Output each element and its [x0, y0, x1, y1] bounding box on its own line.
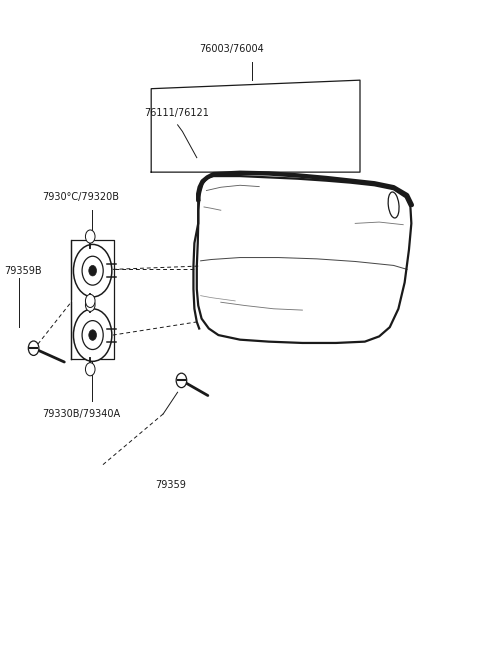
Text: 79330B/79340A: 79330B/79340A [42, 409, 120, 419]
Circle shape [89, 330, 96, 340]
Circle shape [85, 294, 95, 307]
Polygon shape [197, 176, 411, 343]
Circle shape [28, 341, 39, 355]
Circle shape [176, 373, 187, 388]
Circle shape [85, 230, 95, 243]
Circle shape [82, 256, 103, 285]
Circle shape [89, 265, 96, 276]
Circle shape [73, 244, 112, 297]
Text: 7930°C/79320B: 7930°C/79320B [42, 193, 119, 202]
Circle shape [85, 298, 95, 311]
Circle shape [73, 309, 112, 361]
Text: 79359: 79359 [155, 480, 186, 489]
Polygon shape [151, 80, 360, 172]
Circle shape [85, 363, 95, 376]
Circle shape [82, 321, 103, 350]
Text: 76111/76121: 76111/76121 [144, 108, 209, 118]
Text: 79359B: 79359B [4, 266, 41, 276]
Text: 76003/76004: 76003/76004 [199, 44, 264, 54]
